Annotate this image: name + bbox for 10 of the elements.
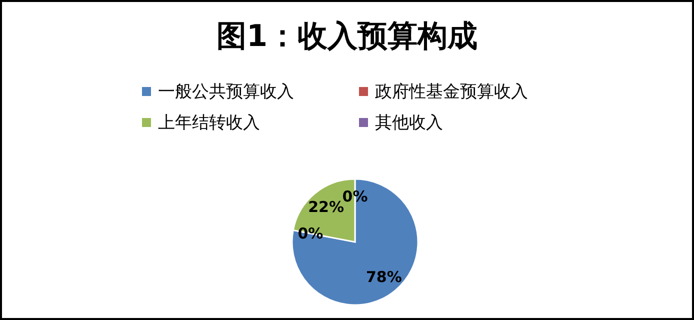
data-label: 22% (308, 198, 344, 216)
legend-label: 一般公共预算收入 (158, 80, 294, 102)
text: 0% (298, 224, 324, 242)
legend-label: 上年结转收入 (158, 112, 260, 134)
data-label: 78% (366, 268, 402, 286)
legend-label: 政府性基金预算收入 (375, 80, 528, 102)
chart-title: 图1：收入预算构成 (216, 18, 478, 56)
pie-slice (291, 178, 419, 306)
legend-label: 其他收入 (375, 112, 443, 134)
text: 0% (342, 188, 368, 206)
